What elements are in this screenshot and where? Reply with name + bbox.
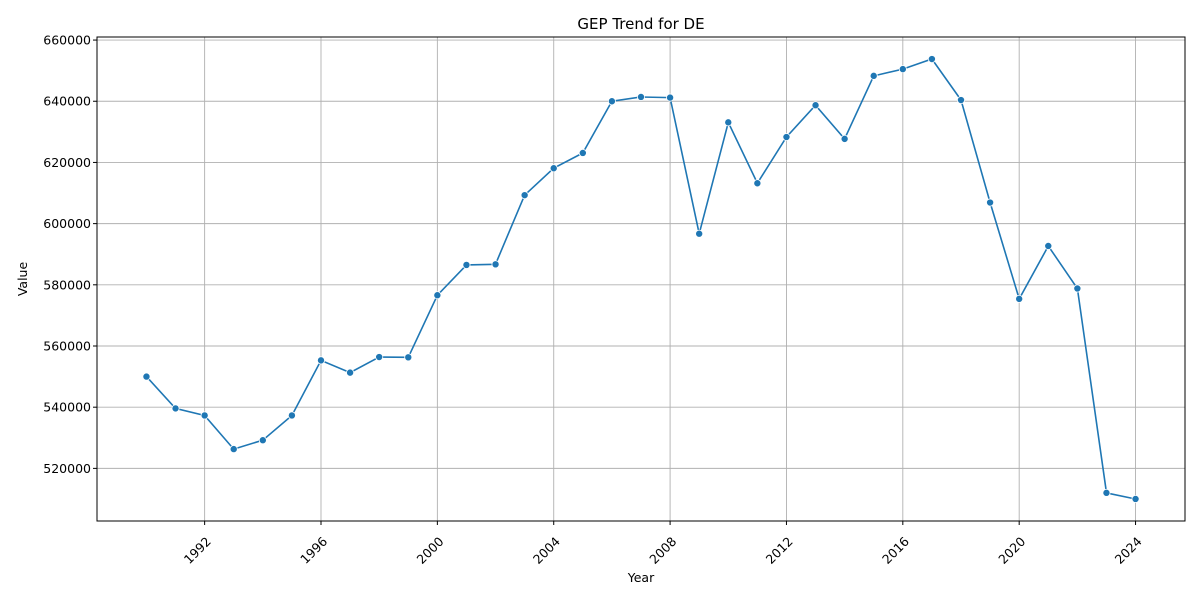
- y-tick-label: 620000: [43, 155, 91, 170]
- data-point: [1131, 494, 1140, 503]
- data-point: [200, 411, 209, 420]
- series-layer: [142, 55, 1140, 503]
- data-point: [986, 198, 995, 207]
- x-tick-label: 2008: [646, 534, 679, 567]
- data-point: [346, 368, 355, 377]
- data-point: [229, 445, 238, 454]
- data-point: [637, 92, 646, 101]
- data-point: [811, 101, 820, 110]
- x-tick-label: 2000: [414, 534, 447, 567]
- chart-title: GEP Trend for DE: [577, 15, 704, 33]
- data-point: [258, 436, 267, 445]
- data-point: [782, 133, 791, 142]
- y-tick-label: 580000: [43, 277, 91, 292]
- data-point: [316, 356, 325, 365]
- data-point: [695, 229, 704, 238]
- data-point: [462, 260, 471, 269]
- data-point: [869, 71, 878, 80]
- data-point: [840, 134, 849, 143]
- data-point: [1073, 284, 1082, 293]
- data-point: [1102, 488, 1111, 497]
- y-axis-label: Value: [15, 262, 30, 297]
- x-tick-label: 1992: [181, 534, 214, 567]
- data-point: [578, 148, 587, 157]
- y-tick-label: 560000: [43, 339, 91, 354]
- data-point: [724, 118, 733, 127]
- data-point: [491, 260, 500, 269]
- x-tick-label: 1996: [297, 534, 330, 567]
- data-point: [375, 353, 384, 362]
- x-tick-label: 2004: [530, 534, 563, 567]
- data-point: [1044, 241, 1053, 250]
- y-tick-label: 540000: [43, 400, 91, 415]
- data-point: [898, 65, 907, 74]
- data-point: [404, 353, 413, 362]
- data-point: [666, 93, 675, 102]
- axis-ticks: 1992 1996 2000 2004 2008 2012 2016 2020 2024 5200…: [43, 33, 1145, 567]
- y-tick-label: 660000: [43, 33, 91, 48]
- data-point: [607, 97, 616, 106]
- data-point: [1015, 294, 1024, 303]
- y-tick-label: 640000: [43, 94, 91, 109]
- data-point: [549, 164, 558, 173]
- data-point: [287, 411, 296, 420]
- y-tick-label: 600000: [43, 216, 91, 231]
- data-point: [171, 404, 180, 413]
- series-line: [145, 58, 1136, 500]
- x-tick-label: 2012: [763, 534, 796, 567]
- plot-area-frame: [96, 36, 1186, 522]
- x-tick-label: 2024: [1112, 534, 1145, 567]
- data-point: [433, 291, 442, 300]
- data-point: [520, 191, 529, 200]
- x-tick-label: 2016: [879, 534, 912, 567]
- grid: [97, 37, 1185, 521]
- x-axis-label: Year: [627, 570, 655, 585]
- data-point: [142, 372, 151, 381]
- x-tick-label: 2020: [995, 534, 1028, 567]
- data-point: [753, 179, 762, 188]
- y-tick-label: 520000: [43, 461, 91, 476]
- data-point: [927, 55, 936, 64]
- data-point: [957, 96, 966, 105]
